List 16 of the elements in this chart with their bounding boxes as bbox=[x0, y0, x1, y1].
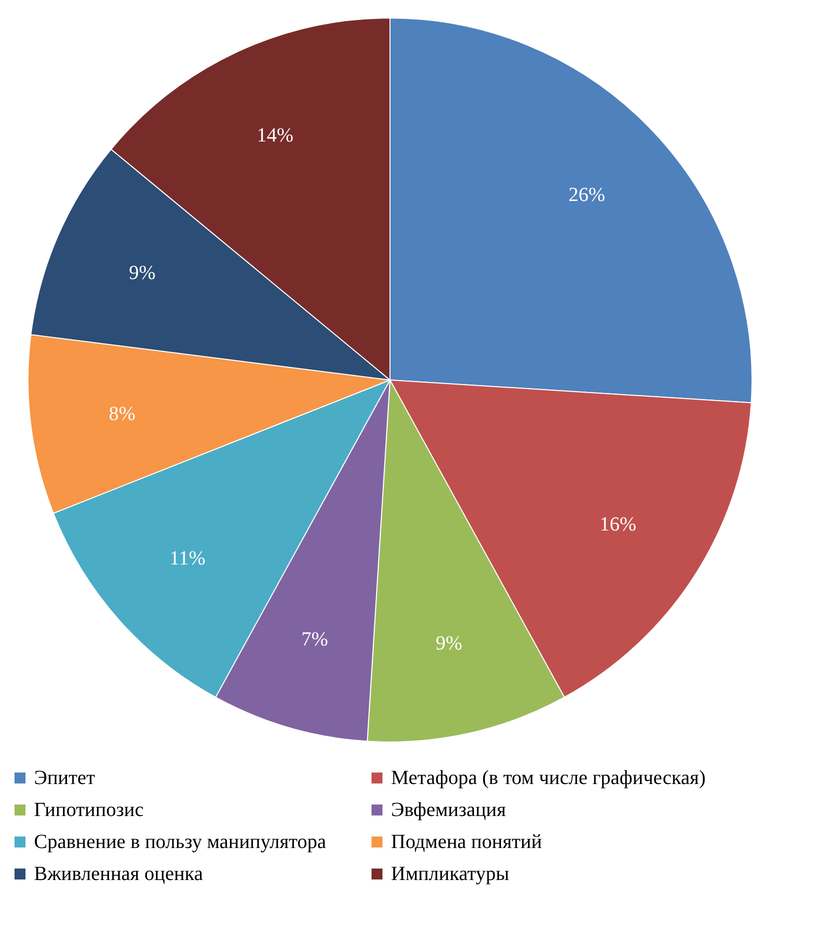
data-label: 9% bbox=[436, 632, 462, 654]
data-label: 7% bbox=[301, 628, 328, 650]
legend-label: Импликатуры bbox=[391, 863, 510, 885]
data-label: 16% bbox=[600, 514, 636, 536]
legend-label: Эвфемизация bbox=[391, 799, 506, 821]
legend-label: Эпитет bbox=[34, 767, 96, 789]
legend-label: Подмена понятий bbox=[391, 831, 542, 853]
legend-label: Сравнение в пользу манипулятора bbox=[34, 831, 326, 853]
legend-label: Гипотипозис bbox=[34, 799, 144, 821]
legend-label: Метафора (в том числе графическая) bbox=[391, 767, 706, 789]
legend-label: Вживленная оценка bbox=[34, 863, 204, 885]
data-label: 14% bbox=[256, 124, 294, 147]
data-label: 8% bbox=[108, 402, 136, 425]
data-label: 26% bbox=[568, 184, 606, 206]
data-label: 9% bbox=[128, 262, 156, 284]
data-label: 11% bbox=[170, 548, 206, 570]
